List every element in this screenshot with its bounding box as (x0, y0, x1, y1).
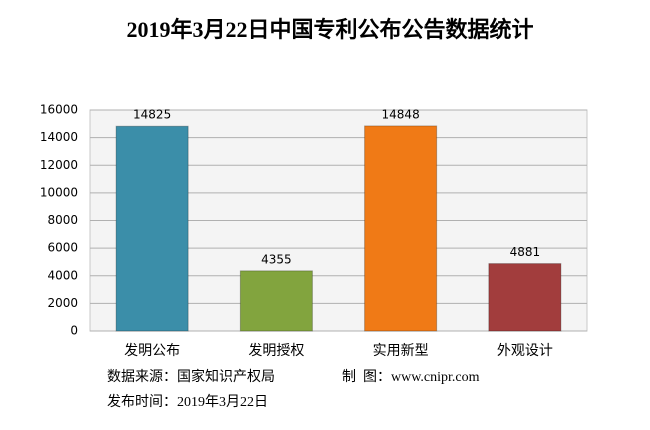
x-tick-label: 发明公布 (124, 343, 180, 359)
value-label: 14848 (382, 107, 420, 121)
value-label: 4355 (261, 252, 292, 266)
source-note: 数据来源：国家知识产权局 (107, 368, 275, 385)
y-tick-label: 8000 (47, 213, 78, 227)
date-note: 发布时间：2019年3月22日 (107, 394, 268, 410)
y-tick-label: 14000 (40, 130, 78, 144)
y-tick-label: 2000 (47, 296, 78, 310)
y-tick-label: 6000 (47, 241, 78, 255)
y-tick-label: 12000 (40, 158, 78, 172)
bar (116, 126, 188, 331)
value-label: 14825 (133, 108, 171, 122)
x-tick-label: 外观设计 (497, 343, 553, 359)
x-tick-label: 发明授权 (248, 343, 304, 359)
y-tick-label: 0 (70, 324, 78, 338)
x-tick-label: 实用新型 (373, 343, 429, 359)
bar (240, 271, 312, 331)
bar (365, 126, 437, 331)
y-tick-label: 4000 (47, 268, 78, 282)
credit-note: 制 图：www.cnipr.com (342, 369, 480, 385)
chart-title: 2019年3月22日中国专利公布公告数据统计 (126, 17, 533, 42)
value-label: 4881 (510, 245, 541, 259)
bar (489, 264, 561, 331)
y-tick-label: 16000 (40, 103, 78, 117)
y-tick-label: 10000 (40, 185, 78, 199)
